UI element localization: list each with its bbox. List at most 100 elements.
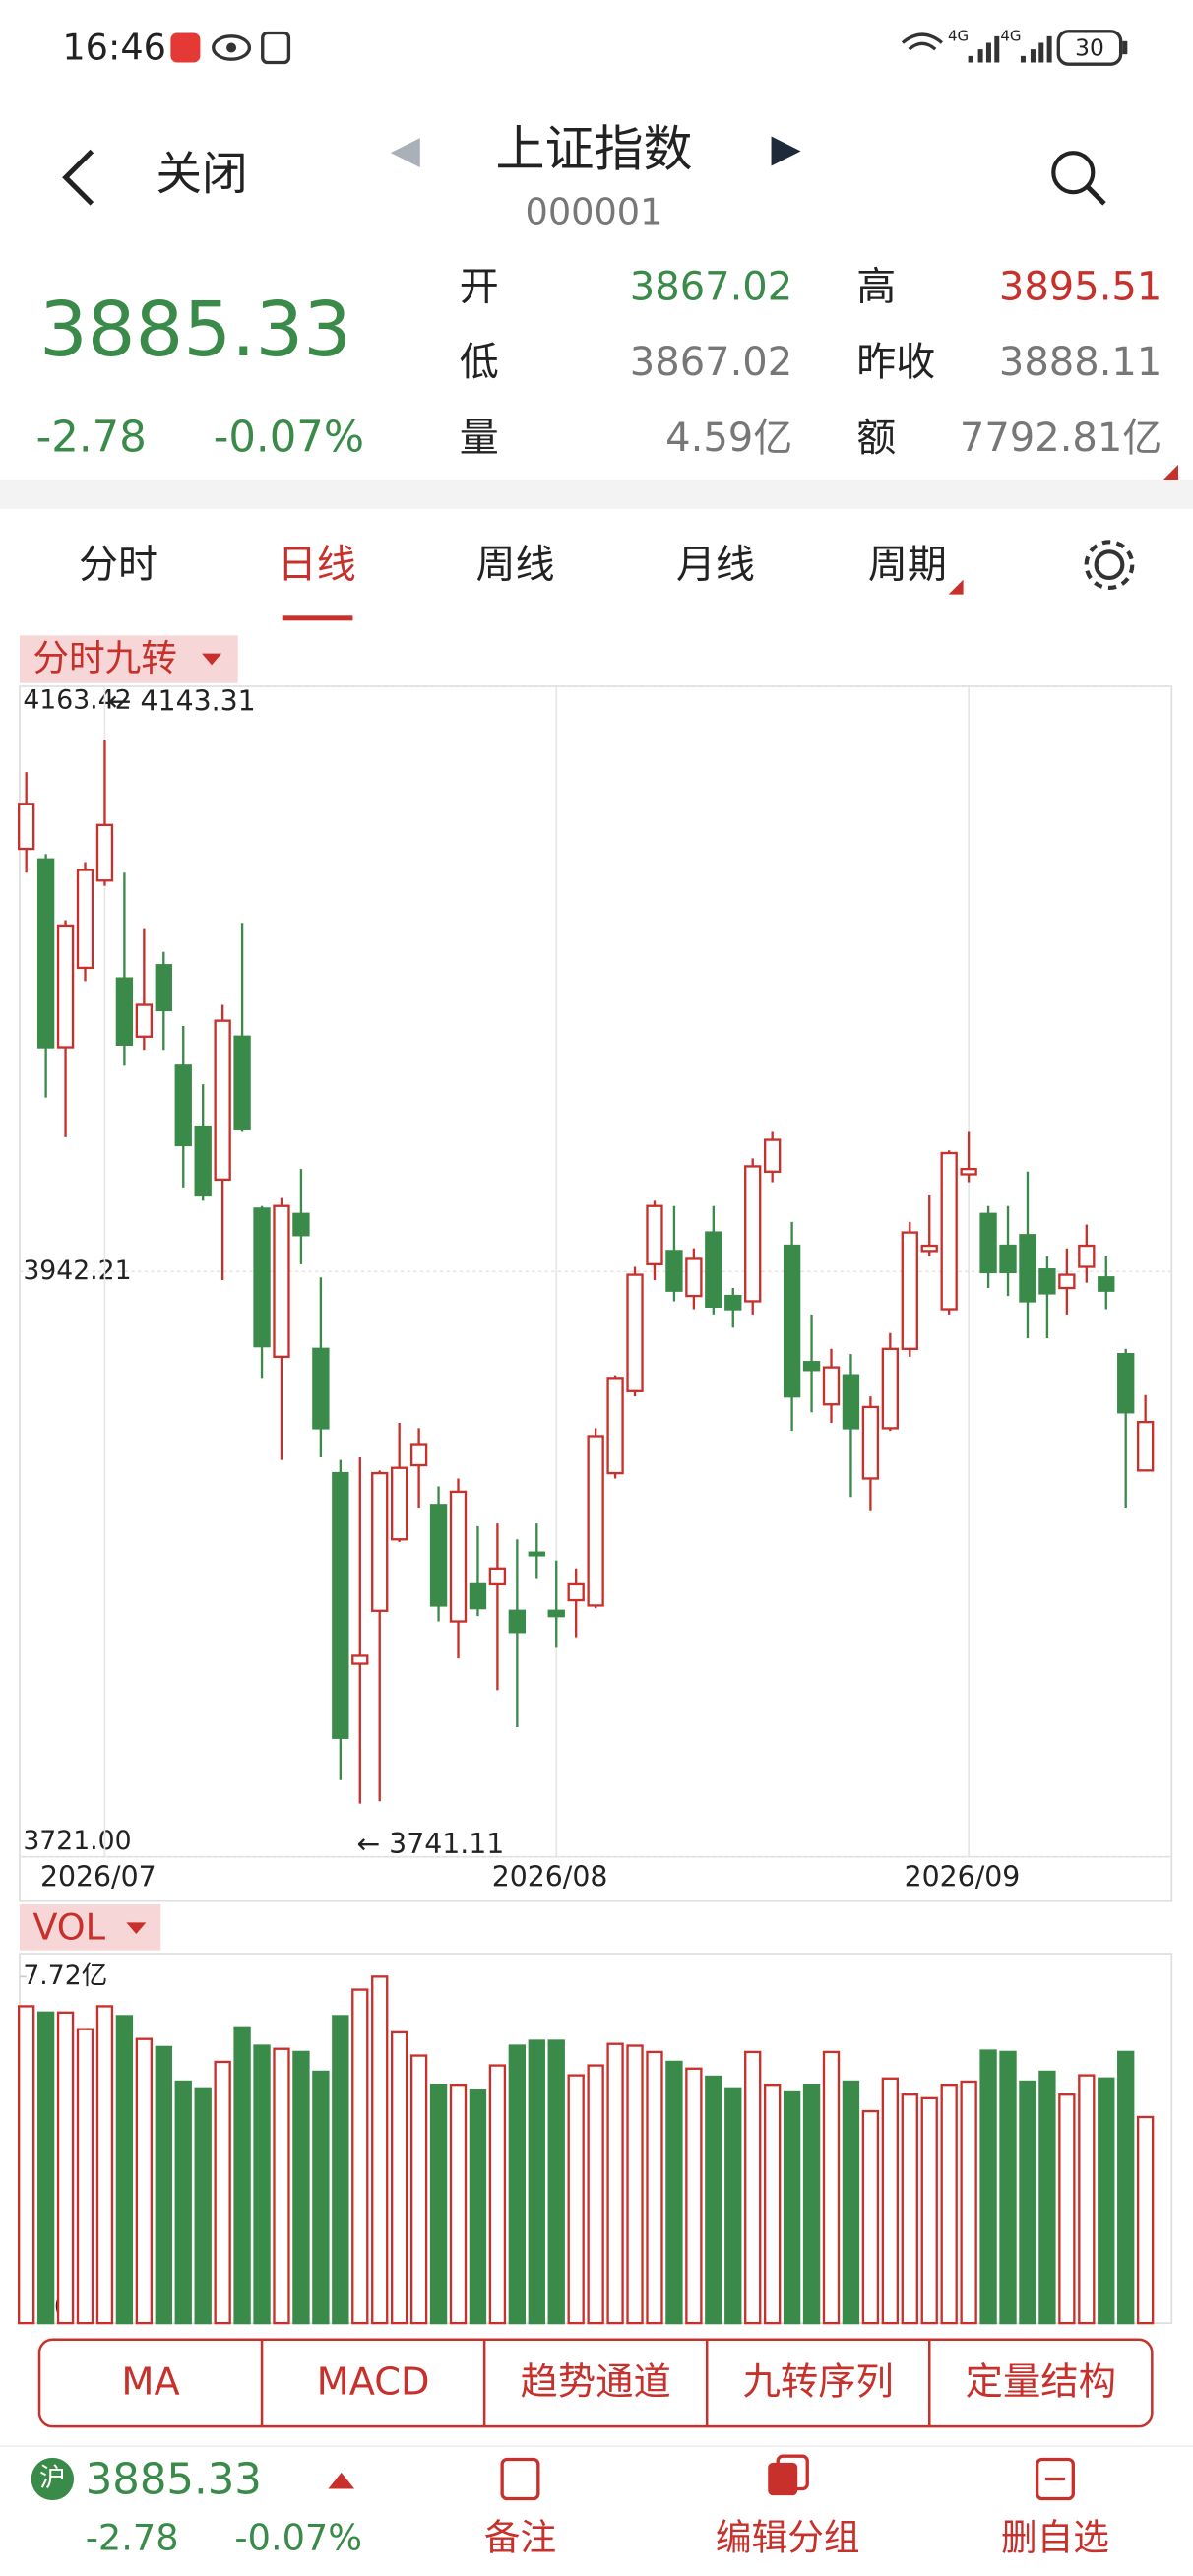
volume-bar	[253, 2044, 271, 2325]
footer-action[interactable]: 删自选	[1001, 2517, 1109, 2559]
candle-body	[409, 1443, 428, 1467]
field-value: 7792.81亿	[960, 416, 1162, 461]
candle-body	[1136, 1420, 1155, 1472]
chart-frame	[19, 685, 1173, 1902]
button-group	[37, 2338, 1154, 2428]
eye-pupil	[226, 42, 237, 53]
candle-body	[1058, 1273, 1076, 1290]
candle-body	[1019, 1234, 1036, 1303]
chart-title: 分时九转	[32, 637, 177, 679]
clock: 16:46	[62, 27, 166, 69]
volume-bar	[508, 2044, 527, 2325]
indicator-button[interactable]: MACD	[317, 2359, 430, 2404]
candle-body	[606, 1377, 624, 1475]
search-icon[interactable]	[1051, 151, 1096, 195]
field-value: 4.59亿	[665, 416, 792, 461]
candle-body	[1098, 1276, 1115, 1292]
volume-bar	[1019, 2080, 1036, 2325]
volume-bar	[115, 2015, 134, 2325]
candle-body	[233, 1035, 251, 1130]
candle-body	[292, 1212, 310, 1237]
network-label: 4G	[948, 27, 969, 44]
volume-bar	[332, 2015, 349, 2325]
volume-bar	[763, 2084, 782, 2325]
footer-action[interactable]: 编辑分组	[716, 2517, 860, 2559]
tab[interactable]: 周期	[868, 542, 947, 587]
x-tick-label: 2026/08	[492, 1860, 608, 1893]
network-label: 4G	[1000, 27, 1021, 44]
candle-body	[1078, 1244, 1096, 1268]
back-label[interactable]: 关闭	[156, 149, 247, 202]
delete-icon[interactable]	[1035, 2457, 1075, 2501]
field-value: 3888.11	[999, 340, 1162, 385]
candle-body	[626, 1273, 644, 1392]
page-title: 上证指数	[495, 121, 692, 178]
field-label: 开	[460, 265, 499, 310]
expand-arrow[interactable]	[328, 2472, 355, 2489]
indicator-button[interactable]: MA	[121, 2359, 179, 2404]
back-arrow[interactable]	[62, 149, 94, 206]
candle-body	[469, 1582, 487, 1610]
candle-body	[724, 1294, 742, 1311]
volume-bar	[1136, 2115, 1155, 2325]
candle-body	[508, 1609, 527, 1634]
tab[interactable]: 月线	[676, 542, 755, 587]
battery-level: 30	[1075, 34, 1104, 62]
volume-bar	[1058, 2093, 1076, 2325]
eye-icon	[212, 34, 252, 61]
indicator-tag[interactable]	[20, 635, 238, 683]
footer-change-pct: -0.07%	[234, 2517, 362, 2559]
tab-underline	[282, 615, 353, 621]
battery-icon	[1056, 30, 1123, 66]
y-tick-label: 3721.00	[23, 1826, 131, 1856]
volume-bar	[174, 2080, 192, 2325]
prev-arrow[interactable]	[390, 138, 420, 168]
volume-bar	[409, 2054, 428, 2325]
volume-bar	[822, 2050, 841, 2325]
settings-gear	[1084, 540, 1135, 591]
candle-body	[763, 1138, 782, 1173]
volume-bar	[587, 2064, 604, 2325]
footer-price: 3885.33	[86, 2455, 262, 2504]
candle-body	[135, 1003, 154, 1038]
candle-body	[881, 1347, 900, 1430]
tab[interactable]: 周线	[475, 542, 554, 587]
field-value: 3895.51	[999, 265, 1162, 310]
candle-body	[214, 1019, 231, 1182]
signal-icon	[1020, 35, 1052, 63]
note-icon[interactable]	[500, 2457, 540, 2501]
volume-bar	[371, 1975, 389, 2325]
volume-bar	[292, 2050, 310, 2325]
settings-icon[interactable]	[1094, 549, 1125, 581]
field-value: 3867.02	[630, 265, 792, 310]
candle-body	[901, 1231, 918, 1350]
volume-bar	[744, 2050, 762, 2325]
volume-bar	[705, 2075, 722, 2325]
indicator-button[interactable]: 趋势通道	[521, 2359, 671, 2404]
tab[interactable]: 日线	[278, 542, 356, 587]
tab[interactable]: 分时	[79, 542, 157, 587]
volume-bar	[901, 2093, 918, 2325]
candle-body	[783, 1244, 801, 1398]
next-arrow[interactable]	[771, 136, 801, 166]
footer-action[interactable]: 备注	[484, 2517, 556, 2559]
indicator-button[interactable]: 定量结构	[966, 2359, 1116, 2404]
volume-bar	[626, 2044, 644, 2325]
candle-body	[174, 1064, 192, 1147]
search-handle	[1086, 185, 1106, 206]
dropdown-arrow	[202, 653, 222, 666]
volume-bar	[233, 2026, 251, 2325]
volume-bar	[940, 2084, 958, 2325]
candle-body	[1117, 1353, 1135, 1414]
annotation: ← 3741.11	[356, 1828, 504, 1860]
indicator-button[interactable]: 九转序列	[743, 2359, 894, 2404]
volume-bar	[469, 2089, 487, 2325]
volume-bar	[429, 2084, 448, 2325]
volume-bar	[36, 2011, 55, 2325]
change-pct: -0.07%	[214, 413, 364, 462]
volume-bar	[135, 2037, 154, 2325]
separator	[0, 479, 1193, 509]
volume-bar	[18, 2005, 35, 2325]
candle-body	[390, 1466, 408, 1541]
